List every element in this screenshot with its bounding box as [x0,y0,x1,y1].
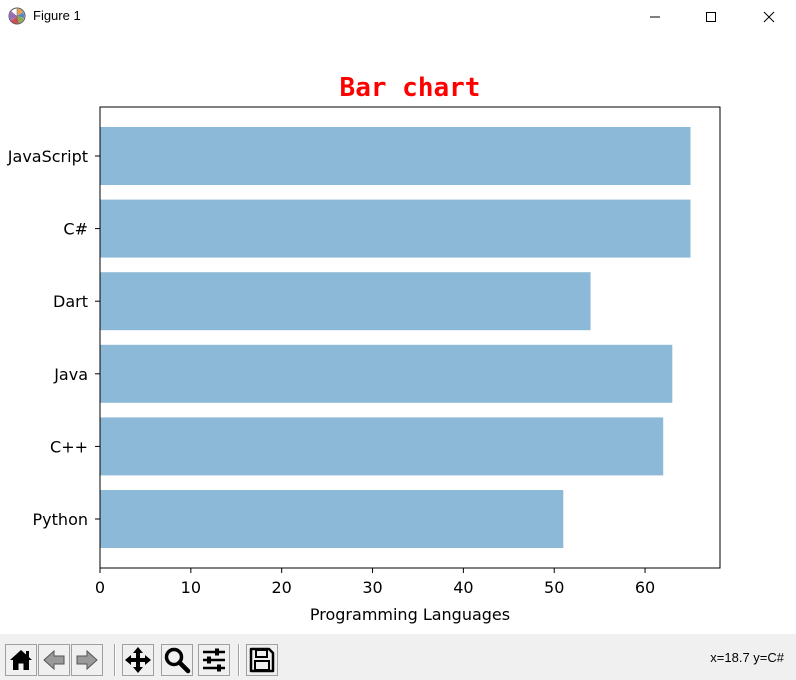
close-button[interactable] [746,0,792,33]
minimize-icon [650,16,660,17]
y-tick-label: Java [53,365,88,384]
maximize-icon [706,11,716,22]
bar-c- [100,199,691,258]
x-tick-label: 20 [272,578,292,597]
x-tick-label: 30 [362,578,382,597]
x-tick-label: 0 [95,578,105,597]
toolbar-separator [114,644,116,676]
configure-subplots-icon [203,648,225,672]
y-tick-label: JavaScript [7,147,88,166]
matplotlib-logo-icon [8,7,26,25]
close-icon [763,11,775,22]
pan-icon [125,647,151,673]
bar-javascript [100,127,691,185]
axes-frame [99,106,721,569]
home-button[interactable] [5,644,37,676]
toolbar-separator [238,644,240,676]
save-button[interactable] [246,644,278,676]
back-icon [43,649,65,671]
minimize-button[interactable] [632,0,678,33]
maximize-button[interactable] [688,0,734,33]
x-tick-label: 10 [181,578,201,597]
x-tick-label: 50 [544,578,564,597]
window-title: Figure 1 [33,8,81,23]
y-tick-label: Dart [53,292,88,311]
bar-c- [100,417,664,476]
chart-title: Bar chart [340,73,481,103]
zoom-button[interactable] [161,644,193,676]
x-tick-label: 60 [635,578,655,597]
zoom-icon [164,647,191,674]
back-button[interactable] [38,644,70,676]
bar-chart: Bar chart Python C++ Java Dart C# JavaScript 0… [7,73,721,624]
y-tick-label: Python [33,510,88,529]
pan-button[interactable] [122,644,154,676]
save-icon [249,647,275,673]
x-tick-label: 40 [453,578,473,597]
bar-dart [100,272,591,331]
title-bar: Figure 1 [0,0,796,33]
y-tick-label: C++ [50,437,88,456]
bar-java [100,344,673,403]
bar-python [100,490,564,548]
cursor-coordinates: x=18.7 y=C# [710,650,784,665]
y-tick-label: C# [63,220,88,239]
figure-canvas[interactable]: Bar chart Python C++ Java Dart C# JavaScript 0… [0,33,796,634]
configure-subplots-button[interactable] [198,644,230,676]
forward-icon [76,649,98,671]
navigation-toolbar: x=18.7 y=C# [0,634,796,680]
home-icon [10,650,32,670]
forward-button[interactable] [71,644,103,676]
x-axis-label: Programming Languages [310,605,510,624]
